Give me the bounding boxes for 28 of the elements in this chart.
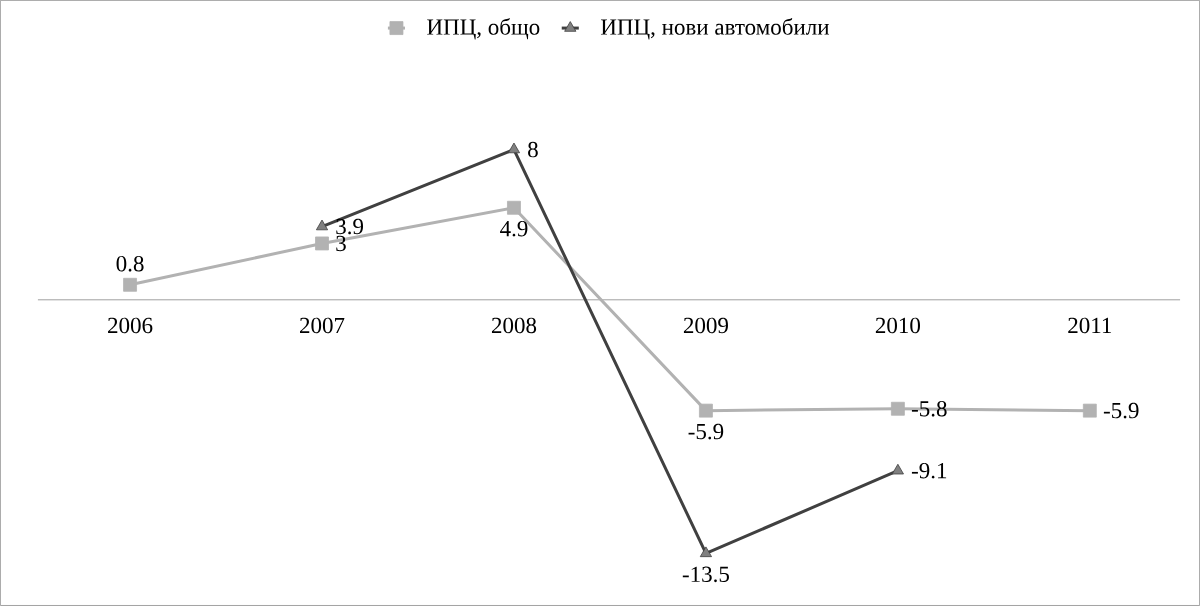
x-tick-label: 2008	[491, 317, 537, 334]
point	[891, 463, 904, 475]
x-tick-label: 2007	[300, 317, 345, 334]
point	[315, 236, 329, 251]
point	[1082, 403, 1097, 418]
data-label: 0.8	[116, 255, 144, 272]
data-label: -5.9	[1103, 402, 1139, 419]
legend-label: ИПЦ, общо	[427, 18, 540, 40]
point	[699, 403, 713, 418]
point	[507, 200, 521, 215]
point	[890, 401, 905, 416]
point	[123, 277, 137, 292]
legend-label: ИПЦ, нови автомобили	[600, 18, 830, 40]
data-label: 3.9	[336, 218, 364, 235]
data-label: 4.9	[500, 221, 528, 237]
data-label: 3	[336, 235, 346, 252]
data-label: -5.9	[688, 423, 724, 440]
data-label: -5.8	[911, 400, 947, 417]
point	[315, 219, 329, 231]
data-label: -13.5	[682, 566, 729, 583]
x-tick-label: 2010	[875, 317, 921, 334]
x-tick-label: 2009	[683, 317, 728, 334]
data-label: 8	[528, 141, 538, 158]
point	[507, 142, 520, 154]
data-label: -9.1	[911, 463, 947, 479]
x-tick-label: 2006	[108, 317, 153, 334]
point	[699, 546, 712, 558]
x-tick-label: 2011	[1068, 317, 1112, 334]
